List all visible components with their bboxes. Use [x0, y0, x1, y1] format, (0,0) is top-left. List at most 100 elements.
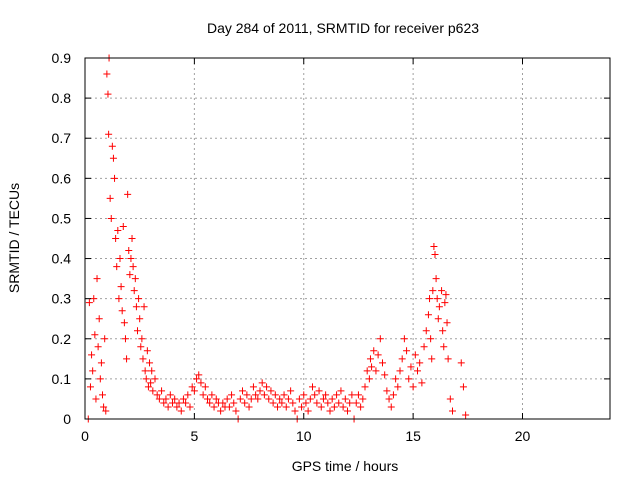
- data-point: [418, 379, 426, 387]
- data-point: [409, 383, 417, 391]
- data-point: [104, 90, 112, 98]
- data-point: [155, 395, 163, 403]
- data-point: [160, 399, 168, 407]
- data-point: [90, 295, 98, 303]
- data-point: [359, 395, 367, 403]
- data-point: [140, 303, 148, 311]
- data-point: [363, 367, 371, 375]
- data-point: [162, 395, 170, 403]
- data-point: [137, 343, 145, 351]
- data-point: [132, 303, 140, 311]
- data-point: [195, 371, 203, 379]
- data-point: [315, 387, 323, 395]
- data-point: [348, 391, 356, 399]
- data-point: [416, 359, 424, 367]
- data-point: [93, 275, 101, 283]
- data-point: [91, 331, 99, 339]
- data-point: [102, 407, 110, 415]
- data-point: [166, 391, 174, 399]
- data-point: [328, 395, 336, 403]
- data-point: [298, 403, 306, 411]
- data-point: [365, 375, 373, 383]
- data-point: [322, 391, 330, 399]
- data-point: [175, 399, 183, 407]
- data-point: [230, 399, 238, 407]
- data-point: [383, 387, 391, 395]
- data-point: [123, 355, 131, 363]
- data-point: [398, 355, 406, 363]
- data-point: [341, 395, 349, 403]
- data-point: [289, 399, 297, 407]
- data-point: [339, 403, 347, 411]
- data-point: [124, 190, 132, 198]
- data-point: [344, 407, 351, 415]
- data-point: [376, 335, 384, 343]
- data-point: [431, 251, 439, 259]
- data-point: [193, 375, 201, 383]
- data-point: [252, 391, 260, 399]
- data-point: [197, 379, 205, 387]
- y-tick-label: 0.8: [52, 90, 72, 106]
- data-point: [201, 383, 209, 391]
- y-axis-label: SRMTID / TECUs: [6, 183, 22, 293]
- data-point: [239, 387, 246, 395]
- y-tick-label: 0.1: [52, 371, 72, 387]
- y-tick-label: 0.2: [52, 331, 72, 347]
- data-point: [125, 247, 133, 255]
- data-point: [206, 399, 214, 407]
- data-point: [95, 315, 103, 323]
- x-tick-label: 5: [190, 428, 198, 444]
- data-point: [120, 319, 128, 327]
- data-point: [263, 383, 271, 391]
- data-point: [148, 367, 156, 375]
- data-point: [291, 407, 299, 415]
- data-point: [147, 379, 155, 387]
- data-point: [346, 399, 354, 407]
- data-point: [428, 355, 436, 363]
- data-point: [247, 395, 255, 403]
- data-point: [186, 403, 194, 411]
- data-point: [236, 395, 244, 403]
- data-point: [379, 359, 386, 367]
- data-point: [228, 391, 236, 399]
- data-point: [113, 263, 121, 271]
- data-point: [457, 359, 465, 367]
- data-point: [313, 399, 321, 407]
- data-point: [267, 387, 275, 395]
- data-point: [208, 391, 216, 399]
- data-point: [324, 399, 332, 407]
- data-point: [131, 275, 139, 283]
- data-point: [184, 391, 192, 399]
- data-points: [84, 54, 470, 423]
- data-point: [446, 395, 454, 403]
- data-point: [158, 387, 166, 395]
- data-point: [381, 371, 389, 379]
- data-point: [146, 359, 154, 367]
- data-point: [302, 399, 310, 407]
- data-point: [182, 399, 190, 407]
- data-point: [149, 387, 157, 395]
- data-point: [260, 391, 268, 399]
- data-point: [210, 403, 218, 411]
- data-point: [129, 263, 137, 271]
- data-point: [139, 355, 147, 363]
- data-point: [96, 375, 104, 383]
- data-point: [276, 395, 284, 403]
- data-point: [134, 327, 141, 335]
- data-point: [394, 383, 402, 391]
- data-point: [414, 367, 421, 375]
- data-point: [319, 395, 327, 403]
- data-point: [280, 391, 288, 399]
- data-point: [403, 347, 411, 355]
- data-point: [422, 327, 430, 335]
- data-point: [118, 307, 126, 315]
- data-point: [92, 395, 100, 403]
- data-point: [258, 379, 266, 387]
- data-point: [204, 395, 211, 403]
- grid-lines: [85, 58, 610, 419]
- data-point: [219, 399, 227, 407]
- data-point: [370, 347, 378, 355]
- data-point: [366, 355, 374, 363]
- data-point: [103, 70, 111, 78]
